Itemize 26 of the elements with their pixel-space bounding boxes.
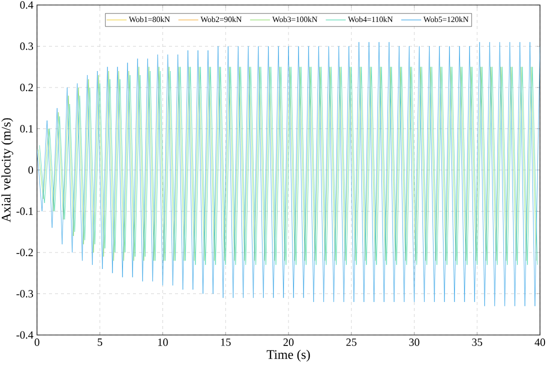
y-tick-label: 0.4 bbox=[20, 1, 34, 9]
line-series bbox=[37, 42, 540, 306]
x-tick-label: 40 bbox=[534, 338, 546, 346]
y-tick-label: -0.3 bbox=[16, 290, 34, 298]
y-tick-label: 0.2 bbox=[20, 84, 33, 92]
x-tick-label: 30 bbox=[409, 338, 420, 346]
x-tick-label: 35 bbox=[472, 338, 482, 346]
x-tick-label: 20 bbox=[283, 338, 294, 346]
legend-label: Wob3=100kN bbox=[272, 16, 318, 22]
legend-label: Wob4=110kN bbox=[348, 16, 393, 22]
y-tick-label: 0.1 bbox=[20, 125, 33, 132]
y-tick-label: -0.2 bbox=[16, 248, 33, 256]
y-tick-label: 0 bbox=[28, 166, 34, 174]
legend-label: Wob5=120kN bbox=[423, 16, 468, 22]
x-tick-label: 15 bbox=[221, 338, 231, 346]
legend-label: Wob1=80kN bbox=[128, 16, 170, 22]
x-tick-label: 0 bbox=[34, 338, 40, 346]
y-tick-label: 0.3 bbox=[20, 42, 34, 50]
legend-label: Wob2=90kN bbox=[200, 16, 242, 22]
y-tick-label: -0.4 bbox=[16, 331, 34, 339]
x-tick-label: 5 bbox=[98, 338, 102, 346]
x-tick-label: 25 bbox=[346, 338, 356, 346]
x-tick-label: 10 bbox=[158, 338, 168, 346]
y-tick-label: -0.1 bbox=[16, 208, 33, 215]
y-axis-title: Axial velocity (m/s) bbox=[1, 118, 14, 222]
x-axis-title: Time (s) bbox=[266, 350, 310, 362]
